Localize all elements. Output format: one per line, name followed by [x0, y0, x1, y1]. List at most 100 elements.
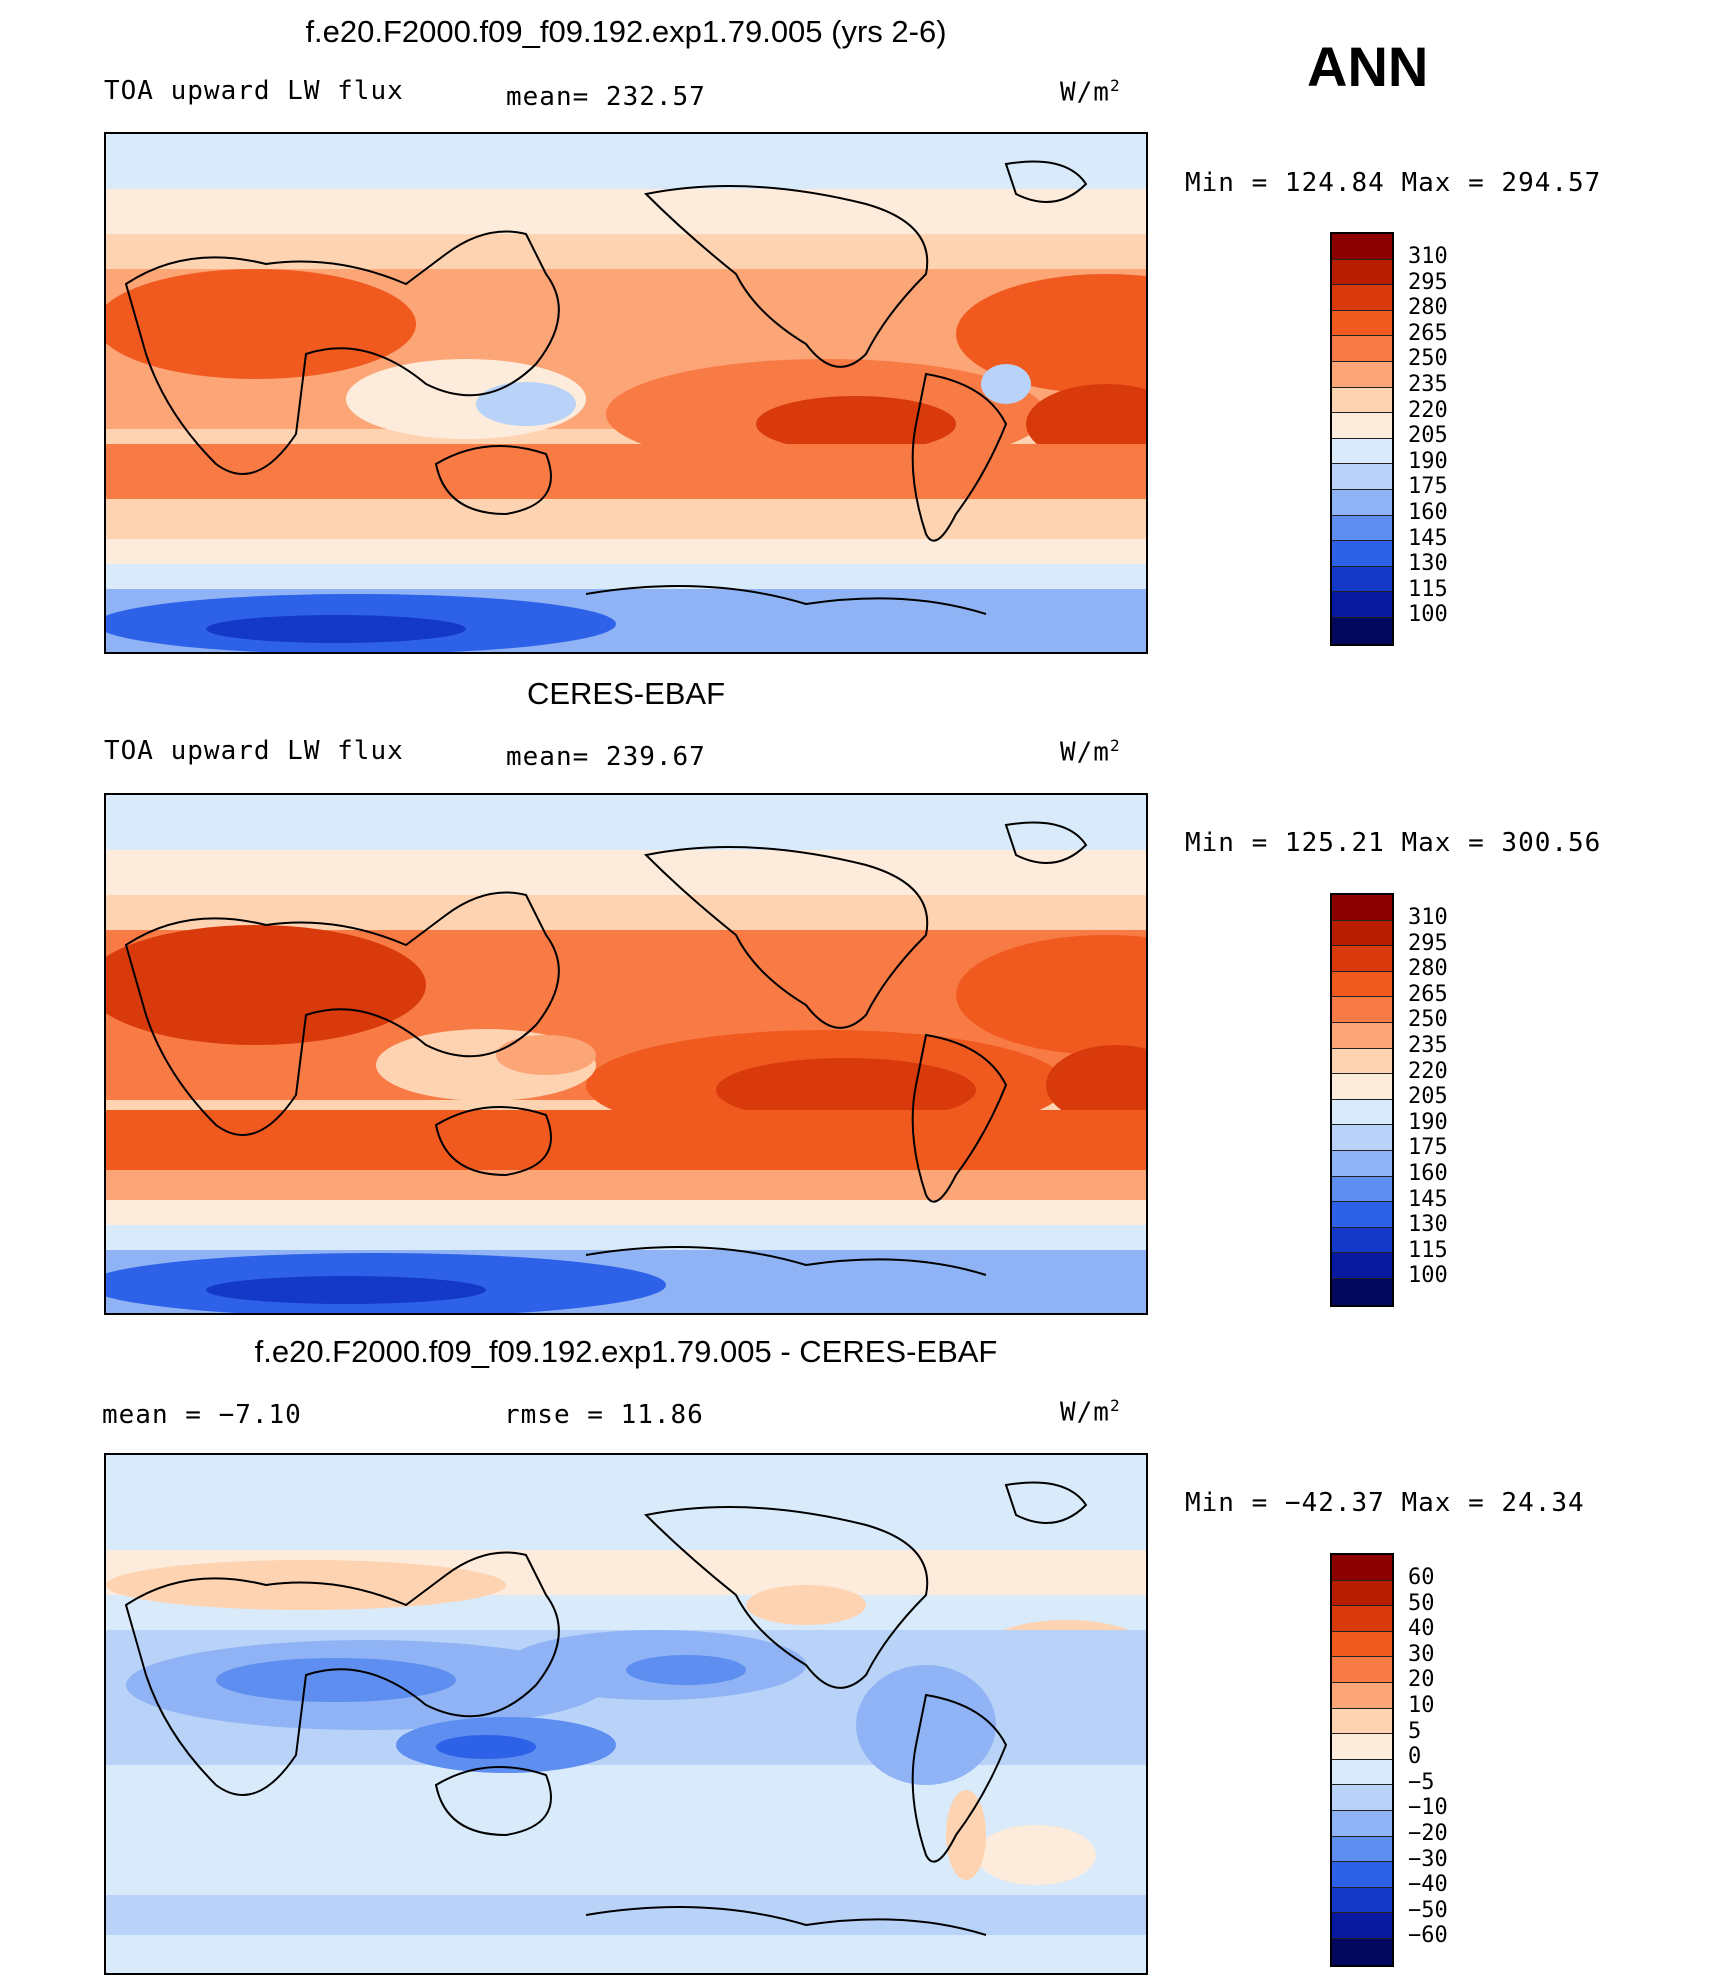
panel2-title: CERES-EBAF [526, 676, 726, 711]
colorbar-swatch [1332, 1555, 1392, 1581]
colorbar-tick-label: 145 [1408, 525, 1448, 551]
colorbar-swatch [1332, 1682, 1392, 1709]
panel2-map [104, 793, 1148, 1315]
colorbar-swatch [1332, 285, 1392, 311]
colorbar-swatch [1332, 1887, 1392, 1914]
colorbar-swatch [1332, 361, 1392, 388]
colorbar-swatch [1332, 1708, 1392, 1735]
panel1-minmax: Min = 124.84 Max = 294.57 [1185, 168, 1602, 198]
panel3-map [104, 1453, 1148, 1975]
panel1-colorbar [1330, 232, 1394, 646]
colorbar-swatch [1332, 895, 1392, 921]
colorbar-tick-label: 175 [1408, 1135, 1448, 1161]
colorbar-swatch [1332, 1022, 1392, 1049]
colorbar-swatch [1332, 1150, 1392, 1177]
colorbar-swatch [1332, 1580, 1392, 1607]
colorbar-swatch [1332, 234, 1392, 260]
panel2-colorbar-ticks: 310 295 280 265 250 235 220 205 190 175 160 145 130 1… [1408, 905, 1448, 1289]
panel1-units: W/m2 [1060, 76, 1121, 108]
colorbar-tick-label: 5 [1408, 1718, 1422, 1744]
colorbar-tick-label: 20 [1408, 1667, 1435, 1693]
colorbar-swatch [1332, 259, 1392, 286]
colorbar-tick-label: 250 [1408, 1007, 1448, 1033]
colorbar-tick-label: −20 [1408, 1820, 1448, 1846]
panel1-mean-label: mean= 232.57 [506, 82, 706, 112]
colorbar-swatch [1332, 1631, 1392, 1658]
colorbar-tick-label: 220 [1408, 397, 1448, 423]
colorbar-tick-label: −40 [1408, 1872, 1448, 1898]
colorbar-swatch [1332, 515, 1392, 542]
colorbar-tick-label: 265 [1408, 320, 1448, 346]
colorbar-swatch [1332, 489, 1392, 516]
panel2-units: W/m2 [1060, 736, 1121, 768]
colorbar-swatch [1332, 1278, 1392, 1305]
colorbar-swatch [1332, 997, 1392, 1023]
colorbar-swatch [1332, 1734, 1392, 1760]
colorbar-swatch [1332, 617, 1392, 644]
colorbar-swatch [1332, 1606, 1392, 1632]
colorbar-tick-label: 160 [1408, 1160, 1448, 1186]
panel2-variable-label: TOA upward LW flux [104, 736, 404, 766]
colorbar-swatch [1332, 566, 1392, 593]
panel2-minmax: Min = 125.21 Max = 300.56 [1185, 828, 1602, 858]
colorbar-swatch [1332, 1099, 1392, 1126]
colorbar-tick-label: 190 [1408, 1109, 1448, 1135]
panel2-mean-label: mean= 239.67 [506, 742, 706, 772]
colorbar-tick-label: 130 [1408, 551, 1448, 577]
colorbar-tick-label: 205 [1408, 423, 1448, 449]
colorbar-swatch [1332, 438, 1392, 465]
colorbar-swatch [1332, 1176, 1392, 1203]
colorbar-tick-label: −60 [1408, 1923, 1448, 1949]
panel1-variable-label: TOA upward LW flux [104, 76, 404, 106]
colorbar-tick-label: 10 [1408, 1692, 1435, 1718]
colorbar-tick-label: 40 [1408, 1616, 1435, 1642]
colorbar-swatch [1332, 1125, 1392, 1151]
colorbar-tick-label: 145 [1408, 1186, 1448, 1212]
colorbar-swatch [1332, 1759, 1392, 1786]
colorbar-tick-label: 100 [1408, 602, 1448, 628]
colorbar-tick-label: −10 [1408, 1795, 1448, 1821]
season-label: ANN [1307, 35, 1429, 98]
panel1-colorbar-ticks: 310 295 280 265 250 235 220 205 190 175 160 145 130 1… [1408, 244, 1448, 628]
panel3-title: f.e20.F2000.f09_f09.192.exp1.79.005 - CE… [254, 1334, 998, 1369]
colorbar-swatch [1332, 1938, 1392, 1965]
colorbar-tick-label: 115 [1408, 576, 1448, 602]
colorbar-tick-label: −30 [1408, 1846, 1448, 1872]
colorbar-tick-label: 205 [1408, 1084, 1448, 1110]
colorbar-swatch [1332, 1785, 1392, 1811]
colorbar-tick-label: 280 [1408, 956, 1448, 982]
colorbar-swatch [1332, 1074, 1392, 1100]
panel2-colorbar [1330, 893, 1394, 1307]
colorbar-swatch [1332, 336, 1392, 362]
colorbar-swatch [1332, 1810, 1392, 1837]
panel1-map [104, 132, 1148, 654]
colorbar-swatch [1332, 946, 1392, 972]
colorbar-tick-label: 235 [1408, 1032, 1448, 1058]
colorbar-tick-label: 0 [1408, 1744, 1422, 1770]
panel3-rmse-label: rmse = 11.86 [504, 1400, 704, 1430]
colorbar-tick-label: 60 [1408, 1565, 1435, 1590]
colorbar-swatch [1332, 310, 1392, 337]
colorbar-tick-label: 100 [1408, 1263, 1448, 1289]
colorbar-swatch [1332, 920, 1392, 947]
colorbar-tick-label: 250 [1408, 346, 1448, 372]
colorbar-swatch [1332, 971, 1392, 998]
colorbar-tick-label: 280 [1408, 295, 1448, 321]
colorbar-swatch [1332, 1202, 1392, 1228]
colorbar-tick-label: 175 [1408, 474, 1448, 500]
colorbar-swatch [1332, 1657, 1392, 1683]
panel3-colorbar [1330, 1553, 1394, 1967]
colorbar-swatch [1332, 1862, 1392, 1888]
colorbar-tick-label: −5 [1408, 1769, 1435, 1795]
colorbar-tick-label: 130 [1408, 1212, 1448, 1238]
colorbar-tick-label: 265 [1408, 981, 1448, 1007]
colorbar-swatch [1332, 1913, 1392, 1939]
colorbar-swatch [1332, 541, 1392, 567]
colorbar-tick-label: −50 [1408, 1897, 1448, 1923]
colorbar-tick-label: 220 [1408, 1058, 1448, 1084]
panel3-units: W/m2 [1060, 1396, 1121, 1428]
colorbar-swatch [1332, 387, 1392, 414]
colorbar-tick-label: 310 [1408, 244, 1448, 269]
colorbar-tick-label: 50 [1408, 1590, 1435, 1616]
colorbar-swatch [1332, 592, 1392, 618]
